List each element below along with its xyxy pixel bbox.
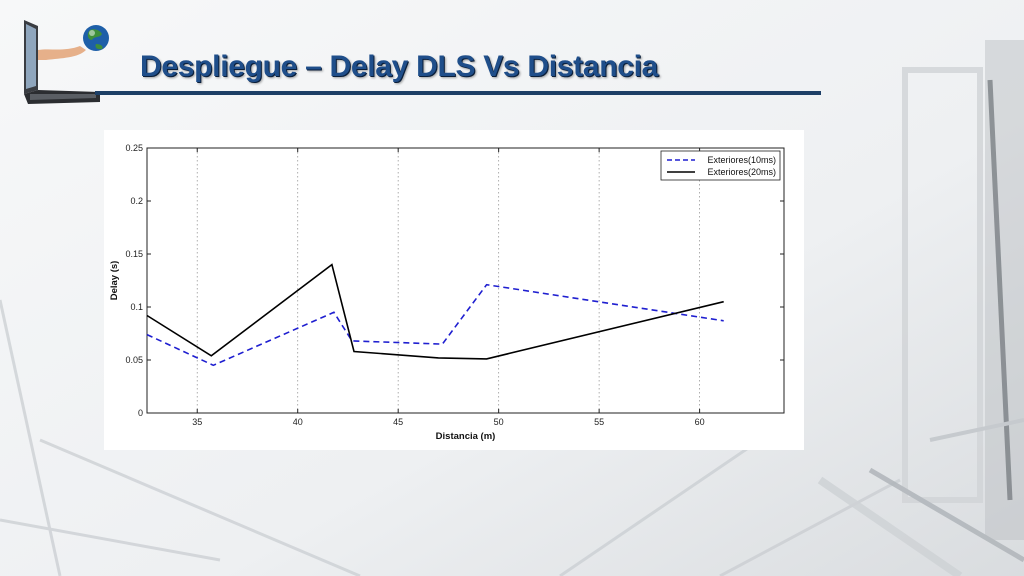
slide-title: Despliegue – Delay DLS Vs Distancia <box>140 50 659 83</box>
series-line-20ms <box>146 263 724 360</box>
chart-panel: 35 40 45 50 55 60 0 0.05 0.1 0.15 0.2 0.25 Distanci… <box>104 130 804 450</box>
title-divider <box>95 91 821 95</box>
legend-box <box>660 150 781 181</box>
y-tick-label: 0.2 <box>130 196 143 206</box>
series-line-10ms <box>146 283 724 367</box>
x-tick-label: 35 <box>192 417 202 427</box>
y-axis-label: Delay (s) <box>109 261 120 301</box>
x-tick-label: 60 <box>695 417 705 427</box>
y-tick-label: 0.15 <box>125 249 143 259</box>
y-tick-label: 0.25 <box>125 143 143 153</box>
y-tick-label: 0 <box>138 408 143 418</box>
x-tick-label: 55 <box>594 417 604 427</box>
legend-label: Exteriores(20ms) <box>707 167 776 177</box>
x-tick-label: 45 <box>393 417 403 427</box>
y-tick-label: 0.1 <box>130 302 143 312</box>
chart-legend: Exteriores(10ms) Exteriores(20ms) <box>660 150 781 181</box>
x-tick-label: 50 <box>494 417 504 427</box>
x-axis-label: Distancia (m) <box>436 431 496 442</box>
laptop-globe-hand-icon <box>24 20 109 104</box>
grid-lines <box>196 148 701 413</box>
x-tick-label: 40 <box>293 417 303 427</box>
legend-label: Exteriores(10ms) <box>707 155 776 165</box>
data-series <box>146 263 724 367</box>
axis-ticks: 35 40 45 50 55 60 0 0.05 0.1 0.15 0.2 0.25 <box>125 143 784 427</box>
plot-frame <box>146 147 785 414</box>
delay-vs-distance-chart: 35 40 45 50 55 60 0 0.05 0.1 0.15 0.2 0.25 Distanci… <box>109 143 785 442</box>
y-tick-label: 0.05 <box>125 355 143 365</box>
